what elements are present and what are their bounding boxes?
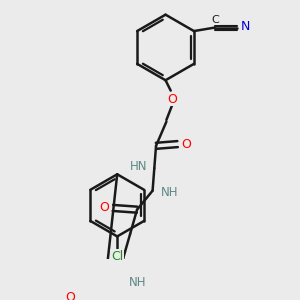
Text: O: O	[99, 201, 109, 214]
Text: O: O	[167, 93, 177, 106]
Text: O: O	[66, 291, 76, 300]
Text: NH: NH	[161, 186, 178, 199]
Text: N: N	[241, 20, 250, 33]
Text: O: O	[181, 138, 191, 151]
Text: Cl: Cl	[111, 250, 123, 263]
Text: C: C	[212, 15, 219, 25]
Text: HN: HN	[130, 160, 148, 173]
Text: NH: NH	[129, 276, 147, 289]
